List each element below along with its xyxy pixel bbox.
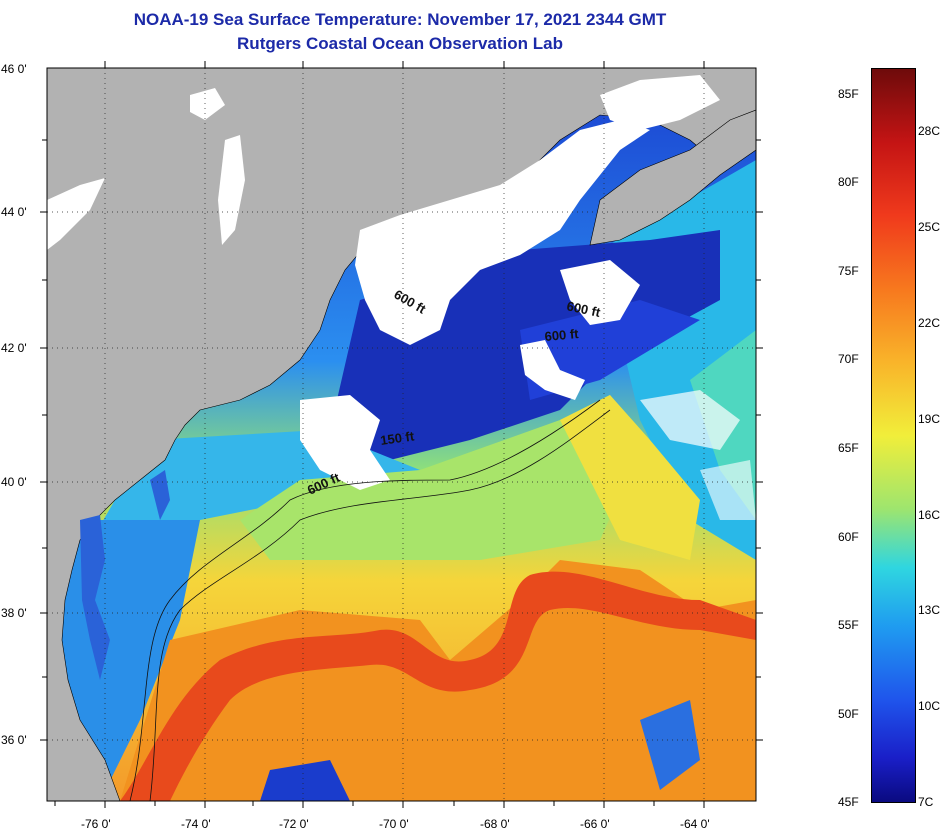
lon-label: -66 0' — [580, 817, 610, 831]
colorbar-f-label: 70F — [838, 352, 859, 366]
cold-eddy — [260, 760, 350, 801]
lat-label: 42 0' — [1, 341, 27, 355]
map-subtitle: Rutgers Coastal Ocean Observation Lab — [237, 34, 563, 53]
colorbar-c-label: 25C — [918, 220, 941, 234]
lat-label: 38 0' — [1, 606, 27, 620]
lat-label: 46 0' — [1, 62, 27, 76]
cloud-cape-cod — [300, 395, 390, 490]
isobath-150 — [149, 409, 611, 801]
colorbar-c-label: 10C — [918, 699, 941, 713]
map-frame — [46, 67, 757, 802]
colorbar-f-label: 85F — [838, 87, 859, 101]
map-title: NOAA-19 Sea Surface Temperature: Novembe… — [133, 10, 667, 29]
cloud-north — [600, 75, 720, 130]
contour-label: 600 ft — [565, 298, 602, 320]
gulf-stream — [120, 571, 756, 801]
nova-scotia — [589, 109, 756, 246]
temperature-colorbar — [871, 68, 916, 803]
delaware-bay — [150, 470, 170, 520]
colorbar-f-label: 65F — [838, 441, 859, 455]
warm-core-ring — [560, 395, 700, 560]
colorbar-c-label: 22C — [918, 316, 941, 330]
colorbar-f-label: 80F — [838, 175, 859, 189]
east-cold-patch — [640, 700, 700, 790]
chesapeake-bay — [80, 515, 110, 680]
lat-label: 36 0' — [1, 733, 27, 747]
lat-label: 40 0' — [1, 475, 27, 489]
contour-label: 150 ft — [379, 428, 415, 448]
colorbar-c-label: 16C — [918, 508, 941, 522]
lon-label: -68 0' — [480, 817, 510, 831]
cloud-georges — [520, 340, 585, 400]
cloud-gulf-maine — [355, 120, 650, 345]
cloud-east-2 — [700, 460, 756, 520]
cloud-bank — [560, 260, 640, 325]
lon-label: -76 0' — [81, 817, 111, 831]
slope-water-green — [240, 395, 640, 560]
cloud-inland-1 — [190, 88, 225, 120]
lon-label: -74 0' — [181, 817, 211, 831]
tick-marks — [40, 61, 763, 808]
lon-label: -64 0' — [680, 817, 710, 831]
colorbar-f-label: 55F — [838, 618, 859, 632]
colorbar-f-label: 60F — [838, 530, 859, 544]
cloud-inland-2 — [218, 135, 245, 245]
map-imagery: 600 ft 600 ft 600 ft 150 ft 600 ft — [47, 68, 756, 801]
colorbar-c-label: 7C — [918, 795, 934, 809]
contour-label: 600 ft — [544, 326, 580, 344]
colorbar-c-label: 13C — [918, 603, 941, 617]
lon-label: -70 0' — [379, 817, 409, 831]
cloud-inland-3 — [47, 178, 105, 250]
land-mass — [47, 68, 756, 801]
colorbar-c-label: 19C — [918, 412, 941, 426]
graticule — [47, 68, 756, 801]
colorbar-c-label: 28C — [918, 124, 941, 138]
colorbar-f-label: 50F — [838, 707, 859, 721]
lon-label: -72 0' — [279, 817, 309, 831]
cloud-east — [640, 390, 740, 450]
colorbar-f-label: 45F — [838, 795, 859, 809]
lat-label: 44 0' — [1, 205, 27, 219]
colorbar-f-label: 75F — [838, 264, 859, 278]
isobath-600 — [129, 399, 601, 801]
